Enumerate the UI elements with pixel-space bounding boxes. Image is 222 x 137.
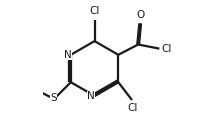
Text: N: N xyxy=(64,50,71,59)
Text: O: O xyxy=(136,10,144,20)
Text: Cl: Cl xyxy=(162,44,172,54)
Text: N: N xyxy=(87,91,95,101)
Text: Cl: Cl xyxy=(127,103,138,113)
Text: Cl: Cl xyxy=(89,6,100,16)
Text: S: S xyxy=(50,93,57,103)
